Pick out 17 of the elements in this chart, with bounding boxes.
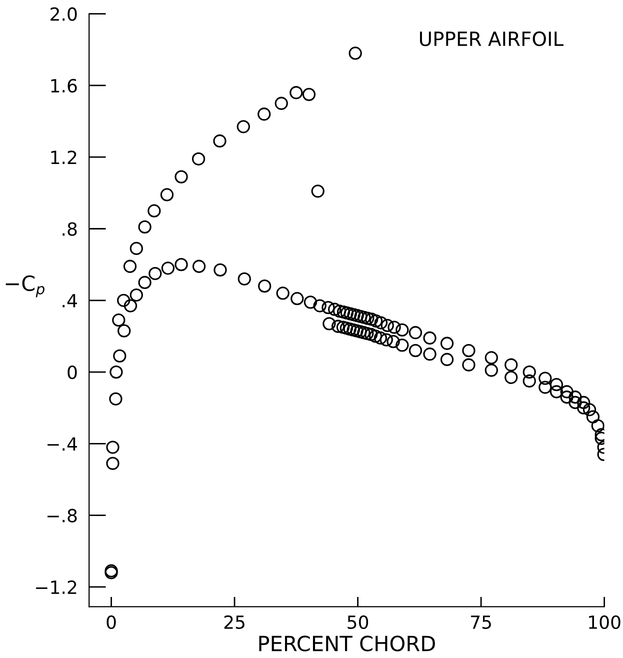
y-tick-label: .8: [62, 222, 77, 236]
x-tick-label: 75: [471, 616, 491, 629]
x-tick-label: 0: [106, 615, 116, 629]
y-tick-label: −.8: [48, 508, 77, 522]
y-tick-label: 1.2: [51, 150, 76, 164]
x-axis-title: PERCENT CHORD: [259, 636, 435, 652]
y-tick-label: 1.6: [51, 78, 77, 93]
x-tick-label: 50: [348, 615, 368, 629]
x-tick-label: 25: [224, 615, 244, 629]
y-axis-title: −C$_{p}$: [6, 275, 44, 298]
y-tick-label: −1.2: [36, 580, 76, 594]
y-tick-label: .4: [62, 294, 77, 308]
y-tick-label: −.4: [48, 437, 77, 451]
y-tick-label: 2.0: [50, 7, 77, 21]
x-tick-label: 100: [589, 615, 620, 629]
y-tick-label: 0: [68, 366, 77, 380]
annotation: UPPER AIRFOIL: [420, 31, 564, 46]
